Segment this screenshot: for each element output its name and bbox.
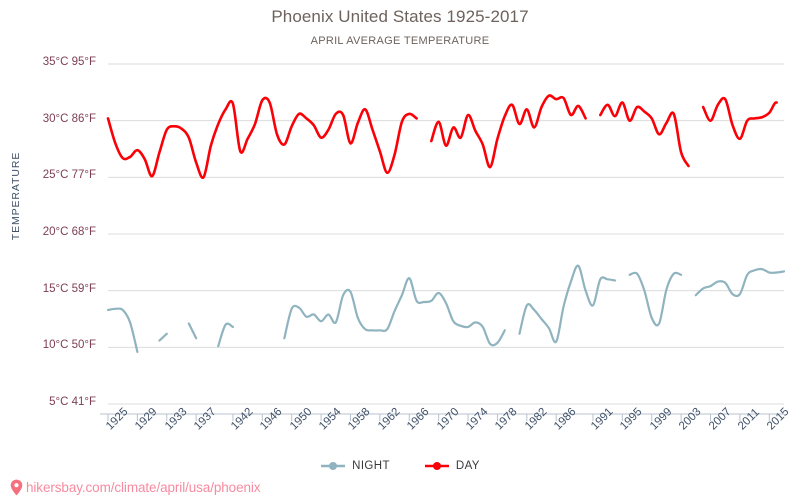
- y-tick-label: 15°C 59°F: [42, 282, 96, 295]
- series-line-day: [106, 94, 778, 180]
- legend-line-marker-night-icon: [321, 462, 346, 470]
- series-line-night: [106, 264, 786, 353]
- legend-label-night: NIGHT: [352, 460, 390, 472]
- legend-label-day: DAY: [455, 460, 480, 472]
- map-pin-icon: [10, 479, 23, 496]
- legend-item-night[interactable]: NIGHT: [320, 460, 390, 472]
- gridlines: [108, 63, 784, 405]
- y-tick-label: 30°C 86°F: [42, 112, 96, 125]
- source-watermark[interactable]: hikersbay.com/climate/april/usa/phoenix: [10, 479, 261, 496]
- page-title: Phoenix United States 1925-2017: [271, 7, 529, 26]
- chart-legend: NIGHT DAY: [0, 460, 800, 472]
- legend-line-marker-day-icon: [424, 462, 449, 470]
- y-tick-label: 20°C 68°F: [42, 226, 96, 238]
- legend-item-day[interactable]: DAY: [424, 460, 480, 472]
- y-tick-label: 10°C 50°F: [42, 339, 96, 352]
- x-axis: [100, 413, 784, 421]
- source-url: hikersbay.com/climate/april/usa/phoenix: [26, 480, 261, 495]
- y-tick-label: 25°C 77°F: [42, 169, 96, 182]
- y-tick-label: 35°C 95°F: [42, 56, 96, 68]
- y-tick-label: 5°C 41°F: [49, 396, 96, 408]
- chart-subtitle: APRIL AVERAGE TEMPERATURE: [310, 35, 490, 47]
